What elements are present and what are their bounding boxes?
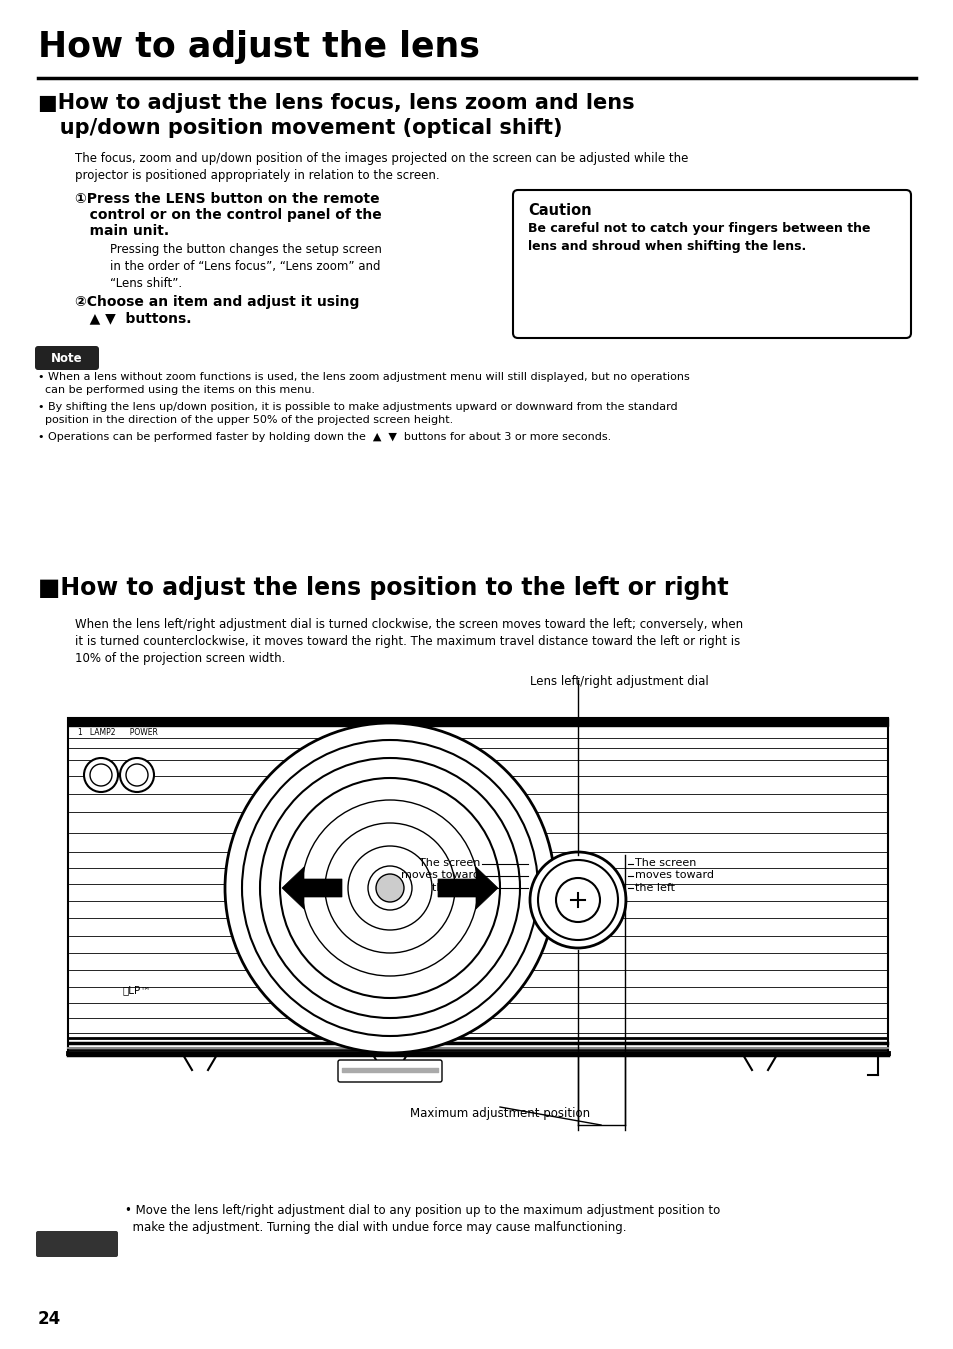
Text: 1   LAMP2      POWER: 1 LAMP2 POWER [78, 728, 157, 737]
Circle shape [260, 758, 519, 1018]
Text: • By shifting the lens up/down position, it is possible to make adjustments upwa: • By shifting the lens up/down position,… [38, 402, 677, 425]
FancyBboxPatch shape [337, 1060, 441, 1082]
Text: The screen
moves toward
the right: The screen moves toward the right [400, 858, 479, 893]
Text: • Operations can be performed faster by holding down the  ▲  ▼  buttons for abou: • Operations can be performed faster by … [38, 432, 611, 442]
Circle shape [368, 866, 412, 911]
FancyBboxPatch shape [35, 345, 99, 370]
Text: Be careful not to catch your fingers between the
lens and shroud when shifting t: Be careful not to catch your fingers bet… [527, 223, 869, 254]
Circle shape [280, 778, 499, 998]
Polygon shape [282, 867, 341, 909]
Text: 24: 24 [38, 1310, 61, 1327]
Polygon shape [437, 867, 497, 909]
Text: up/down position movement (optical shift): up/down position movement (optical shift… [38, 117, 562, 138]
Circle shape [225, 723, 555, 1054]
Circle shape [302, 800, 477, 975]
Text: ⓓLP™: ⓓLP™ [123, 985, 152, 996]
Text: • Move the lens left/right adjustment dial to any position up to the maximum adj: • Move the lens left/right adjustment di… [125, 1205, 720, 1234]
Circle shape [530, 853, 625, 948]
Text: Maximum adjustment position: Maximum adjustment position [410, 1108, 590, 1120]
Circle shape [537, 861, 618, 940]
Circle shape [348, 846, 432, 929]
Text: The screen
moves toward
the left: The screen moves toward the left [635, 858, 713, 893]
Text: When the lens left/right adjustment dial is turned clockwise, the screen moves t: When the lens left/right adjustment dial… [75, 618, 742, 665]
FancyBboxPatch shape [36, 1232, 118, 1257]
Text: ■How to adjust the lens focus, lens zoom and lens: ■How to adjust the lens focus, lens zoom… [38, 93, 634, 113]
Text: control or on the control panel of the: control or on the control panel of the [75, 208, 381, 223]
Text: Lens left/right adjustment dial: Lens left/right adjustment dial [530, 674, 708, 688]
Text: • When a lens without zoom functions is used, the lens zoom adjustment menu will: • When a lens without zoom functions is … [38, 372, 689, 395]
Text: The focus, zoom and up/down position of the images projected on the screen can b: The focus, zoom and up/down position of … [75, 152, 688, 182]
Circle shape [556, 878, 599, 921]
Text: ■How to adjust the lens position to the left or right: ■How to adjust the lens position to the … [38, 576, 728, 600]
Text: ①Press the LENS button on the remote: ①Press the LENS button on the remote [75, 192, 379, 206]
Circle shape [84, 758, 118, 792]
Text: How to adjust the lens: How to adjust the lens [38, 30, 479, 63]
Text: ②Choose an item and adjust it using: ②Choose an item and adjust it using [75, 295, 359, 309]
Circle shape [120, 758, 153, 792]
Circle shape [126, 764, 148, 786]
FancyBboxPatch shape [513, 190, 910, 339]
Text: ▲ ▼  buttons.: ▲ ▼ buttons. [75, 312, 192, 325]
Text: Note: Note [51, 352, 83, 364]
Circle shape [90, 764, 112, 786]
Bar [68, 718, 887, 1055]
Circle shape [242, 741, 537, 1036]
Text: main unit.: main unit. [75, 224, 169, 237]
Text: Attention: Attention [48, 1210, 107, 1219]
Text: Pressing the button changes the setup screen
in the order of “Lens focus”, “Lens: Pressing the button changes the setup sc… [110, 243, 381, 290]
Text: Caution: Caution [527, 202, 591, 219]
Circle shape [375, 874, 403, 902]
Circle shape [325, 823, 455, 952]
